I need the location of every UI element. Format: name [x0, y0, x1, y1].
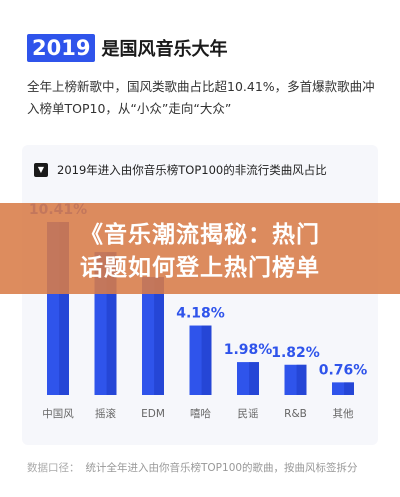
footnote-text: 统计全年进入由你音乐榜TOP100的歌曲，按曲风标签拆分	[85, 462, 358, 474]
year-badge: 2019	[27, 34, 96, 62]
title-overlay	[0, 203, 400, 294]
chart-title-row: ▼ 2019年进入由你音乐榜TOP100的非流行类曲风占比	[34, 162, 327, 178]
tick-label-2: EDM	[141, 408, 165, 420]
header-title: 是国风音乐大年	[101, 39, 228, 60]
bar-shade-4	[249, 362, 259, 395]
data-label-6: 0.76%	[319, 362, 368, 378]
data-label-3: 4.18%	[176, 306, 225, 322]
bar-shade-6	[344, 382, 354, 395]
bar-shade-1	[106, 252, 117, 395]
overlay-headline-line2: 话题如何登上热门榜单	[80, 255, 320, 281]
bar-shade-2	[154, 277, 164, 395]
chevron-down-icon: ▼	[34, 163, 48, 177]
tick-label-5: R&B	[284, 408, 307, 420]
data-label-5: 1.82%	[271, 345, 320, 361]
chart-title: 2019年进入由你音乐榜TOP100的非流行类曲风占比	[57, 163, 327, 177]
bar-shade-0	[59, 222, 69, 395]
header: 2019 是国风音乐大年	[27, 34, 227, 62]
tick-label-4: 民谣	[238, 408, 259, 420]
tick-label-0: 中国风	[42, 407, 74, 420]
description: 全年上榜新歌中，国风类歌曲占比超10.41%，多首爆款歌曲冲入榜单TOP10，从…	[27, 79, 375, 116]
tick-label-6: 其他	[333, 407, 354, 420]
bar-shade-3	[201, 325, 212, 395]
bar-chart: 中国风10.41%摇滚EDM嘻哈4.18%民谣1.98%R&B1.82%其他0.…	[29, 202, 368, 420]
bar-shade-5	[296, 364, 307, 395]
footnote-label: 数据口径：	[27, 462, 80, 474]
tick-label-1: 摇滚	[95, 407, 116, 420]
tick-label-3: 嘻哈	[190, 407, 211, 420]
footnote: 数据口径： 统计全年进入由你音乐榜TOP100的歌曲，按曲风标签拆分	[27, 460, 358, 475]
data-label-4: 1.98%	[224, 342, 273, 358]
overlay-headline-line1: 《音乐潮流揭秘：热门	[80, 222, 320, 248]
